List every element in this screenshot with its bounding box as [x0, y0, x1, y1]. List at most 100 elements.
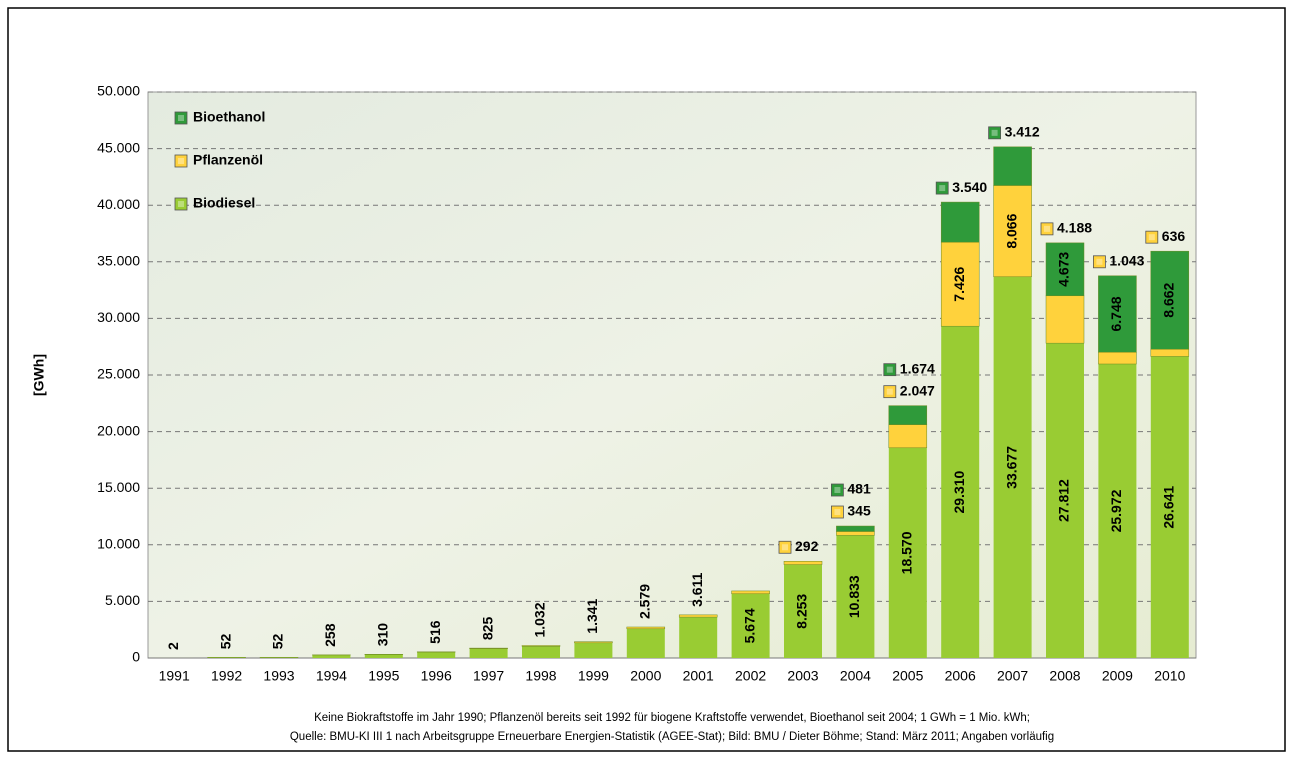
icon-shine [939, 185, 945, 191]
x-tick-label: 2002 [735, 668, 766, 684]
value-label: 18.570 [899, 531, 915, 574]
value-label: 6.748 [1108, 296, 1124, 331]
value-label: 33.677 [1003, 446, 1019, 489]
value-label: 258 [322, 623, 338, 647]
icon-shine [782, 544, 788, 550]
bar-segment [889, 406, 927, 425]
x-tick-label: 2005 [892, 668, 923, 684]
x-tick-label: 1997 [473, 668, 504, 684]
icon-shine [1149, 234, 1155, 240]
icon-shine [834, 509, 840, 515]
bar-segment [627, 627, 665, 629]
y-tick-label: 45.000 [97, 139, 140, 155]
bar-segment [1151, 349, 1189, 356]
footnote: Quelle: BMU-KI III 1 nach Arbeitsgruppe … [290, 731, 1054, 743]
value-label: 3.540 [952, 179, 987, 195]
x-tick-label: 2008 [1049, 668, 1080, 684]
value-label: 345 [847, 503, 871, 519]
bar-segment [574, 642, 612, 643]
x-tick-label: 1994 [316, 668, 347, 684]
x-tick-label: 2004 [840, 668, 871, 684]
value-label: 8.662 [1161, 282, 1177, 317]
x-tick-label: 1996 [421, 668, 452, 684]
value-label: 10.833 [846, 575, 862, 618]
bar-segment [522, 646, 560, 647]
value-label: 2 [165, 642, 181, 650]
value-label: 1.674 [900, 360, 935, 376]
x-tick-label: 2000 [630, 668, 661, 684]
x-tick-label: 2007 [997, 668, 1028, 684]
value-label: 8.253 [794, 594, 810, 629]
y-tick-label: 25.000 [97, 366, 140, 382]
bar-segment [784, 561, 822, 564]
bar-segment [679, 617, 717, 658]
bar-segment [889, 425, 927, 448]
bar-segment [994, 147, 1032, 186]
y-tick-label: 15.000 [97, 479, 140, 495]
value-label: 5.674 [741, 608, 757, 643]
value-label: 29.310 [951, 470, 967, 513]
value-label: 292 [795, 538, 819, 554]
value-label: 2.579 [637, 584, 653, 619]
footnote: Keine Biokraftstoffe im Jahr 1990; Pflan… [314, 712, 1030, 724]
value-label: 1.032 [532, 602, 548, 637]
value-label: 516 [427, 620, 443, 644]
x-tick-label: 1991 [159, 668, 190, 684]
y-tick-label: 0 [132, 649, 140, 665]
y-tick-label: 35.000 [97, 253, 140, 269]
icon-shine [992, 130, 998, 136]
bar-segment [365, 654, 403, 658]
y-tick-label: 10.000 [97, 536, 140, 552]
legend-label: Bioethanol [193, 109, 265, 125]
x-tick-label: 1992 [211, 668, 242, 684]
y-tick-label: 30.000 [97, 309, 140, 325]
value-label: 310 [375, 623, 391, 647]
x-tick-label: 2010 [1154, 668, 1185, 684]
icon-shine [1096, 259, 1102, 265]
value-label: 3.412 [1005, 124, 1040, 140]
bar-segment [470, 648, 508, 649]
value-label: 825 [479, 617, 495, 641]
value-label: 7.426 [951, 266, 967, 301]
bar-segment [732, 591, 770, 594]
value-label: 27.812 [1056, 479, 1072, 522]
y-tick-label: 20.000 [97, 422, 140, 438]
bar-segment [1046, 296, 1084, 343]
y-tick-label: 40.000 [97, 196, 140, 212]
bar-segment [312, 655, 350, 658]
x-tick-label: 1993 [263, 668, 294, 684]
legend-label: Pflanzenöl [193, 152, 263, 168]
y-axis-label: [GWh] [31, 354, 47, 396]
legend-label: Biodiesel [193, 195, 255, 211]
bar-segment [522, 646, 560, 658]
y-tick-label: 50.000 [97, 83, 140, 99]
x-tick-label: 2006 [945, 668, 976, 684]
value-label: 52 [270, 634, 286, 650]
x-tick-label: 1998 [525, 668, 556, 684]
bar-segment [1098, 352, 1136, 364]
icon-shine [178, 158, 184, 164]
value-label: 26.641 [1161, 486, 1177, 529]
icon-shine [887, 389, 893, 395]
icon-shine [834, 487, 840, 493]
bar-segment [470, 649, 508, 658]
value-label: 3.611 [689, 572, 705, 606]
chart: [GWh] Keine Biokraftstoffe im Jahr 1990;… [0, 0, 1292, 760]
value-label: 2.047 [900, 382, 935, 398]
value-label: 4.673 [1056, 252, 1072, 287]
bar-segment [574, 643, 612, 658]
icon-shine [178, 115, 184, 121]
x-tick-label: 2009 [1102, 668, 1133, 684]
page: {"chart_data": {"type": "stacked_bar", "… [0, 0, 1292, 760]
value-label: 52 [217, 634, 233, 650]
bar-segment [941, 202, 979, 242]
x-tick-label: 2003 [787, 668, 818, 684]
bar-segment [836, 531, 874, 535]
icon-shine [1044, 226, 1050, 232]
x-tick-label: 2001 [683, 668, 714, 684]
value-label: 636 [1162, 228, 1186, 244]
x-tick-label: 1995 [368, 668, 399, 684]
value-label: 1.341 [584, 598, 600, 633]
value-label: 1.043 [1109, 253, 1144, 269]
y-tick-label: 5.000 [105, 592, 140, 608]
